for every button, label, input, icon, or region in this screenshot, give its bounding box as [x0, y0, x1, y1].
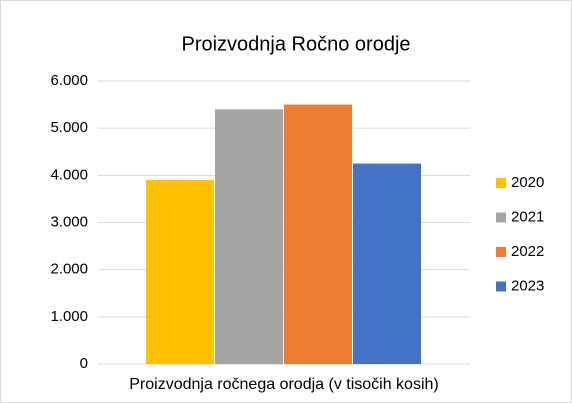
legend-swatch	[496, 178, 506, 188]
legend-label: 2023	[511, 277, 544, 294]
y-tick-label: 3.000	[50, 213, 88, 230]
bar	[146, 180, 214, 364]
y-tick-label: 0	[80, 355, 88, 372]
legend-swatch	[496, 247, 506, 257]
legend-swatch	[496, 212, 506, 223]
y-tick-label: 2.000	[50, 261, 88, 278]
chart-title: Proizvodnja Ročno orodje	[181, 33, 410, 55]
y-tick-label: 4.000	[50, 166, 88, 183]
legend-label: 2022	[511, 243, 544, 260]
y-tick-label: 1.000	[50, 308, 88, 325]
y-tick-label: 6.000	[50, 72, 88, 89]
y-tick-label: 5.000	[50, 119, 88, 136]
x-tick-label: Proizvodnja ročnega orodja (v tisočih ko…	[129, 376, 438, 393]
bar	[215, 109, 283, 364]
bar	[284, 104, 352, 364]
legend-swatch	[496, 281, 506, 292]
legend-label: 2021	[511, 208, 544, 225]
bar	[353, 163, 421, 364]
legend-label: 2020	[511, 174, 544, 191]
